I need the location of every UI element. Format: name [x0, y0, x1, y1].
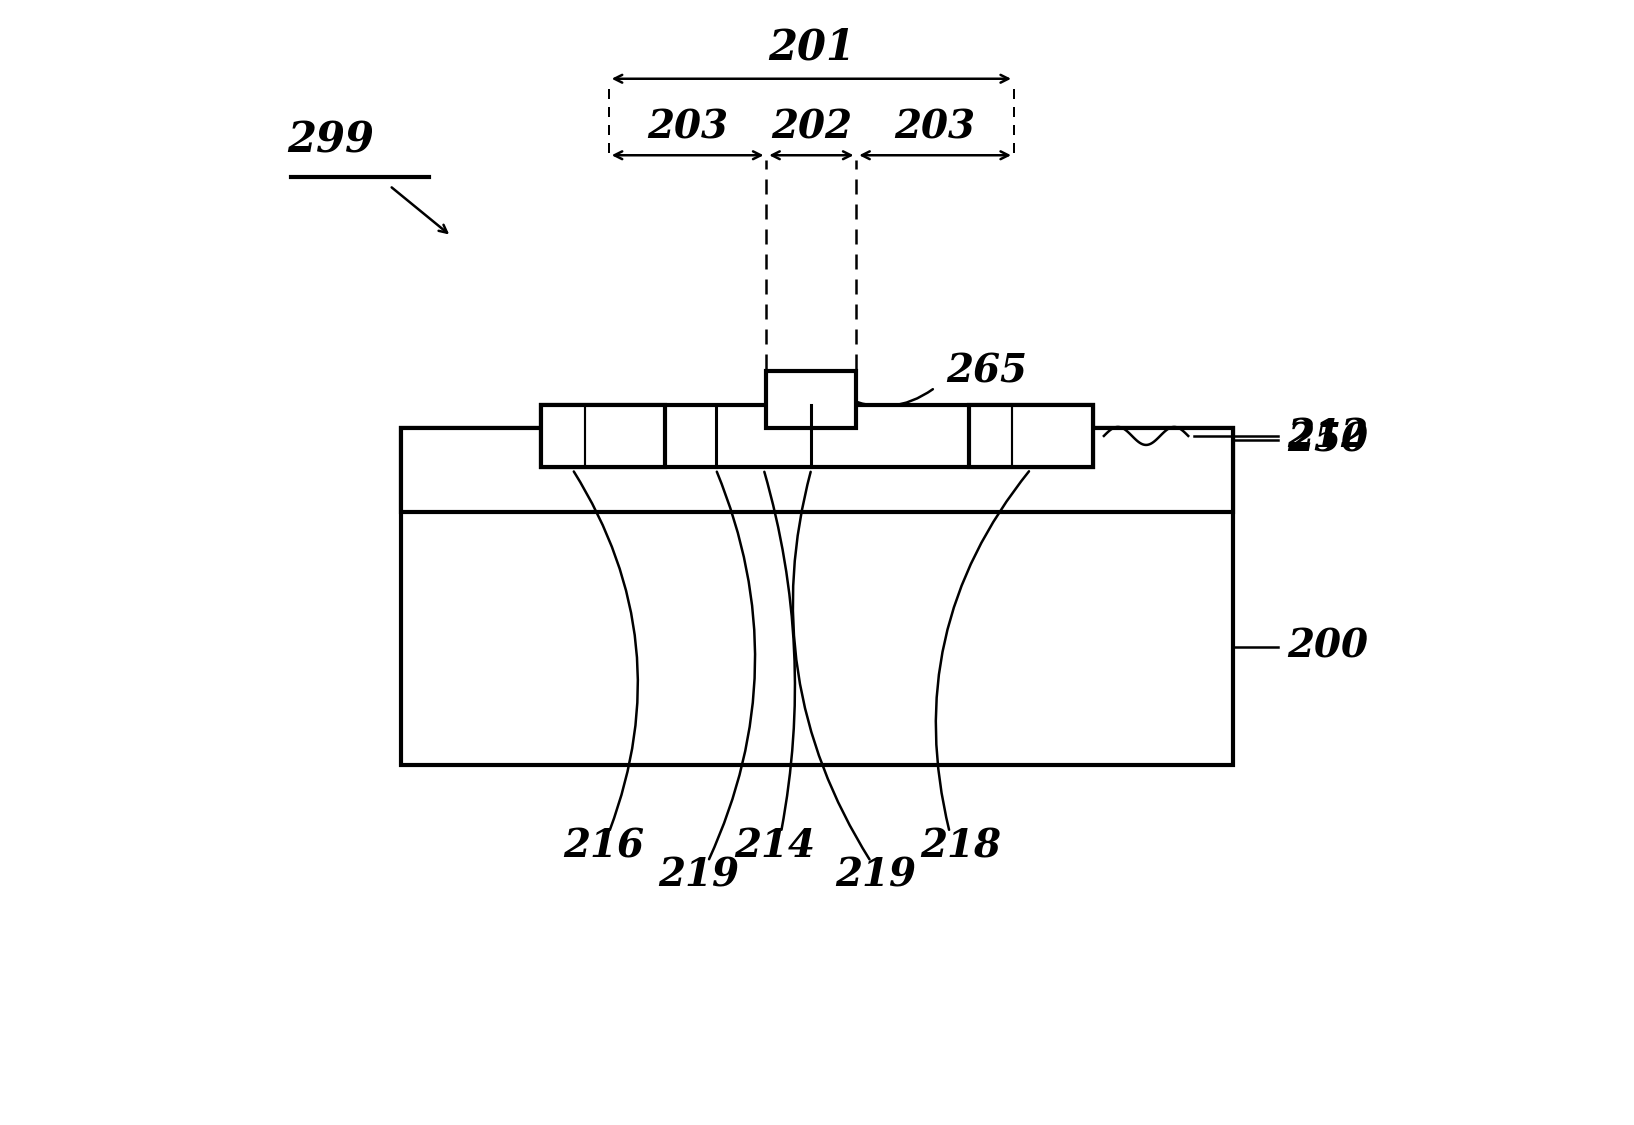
- Text: 214: 214: [734, 827, 815, 865]
- Text: 212: 212: [1288, 417, 1368, 455]
- Text: 250: 250: [1288, 421, 1368, 459]
- Bar: [541, 405, 665, 467]
- Text: 203: 203: [895, 108, 975, 146]
- Bar: [400, 428, 1234, 512]
- Bar: [400, 428, 1234, 765]
- Text: 218: 218: [920, 827, 1002, 865]
- Text: 203: 203: [647, 108, 729, 146]
- Text: 216: 216: [562, 827, 644, 865]
- Text: 265: 265: [946, 353, 1028, 390]
- Bar: [766, 371, 856, 428]
- Text: 219: 219: [835, 856, 917, 894]
- Text: 201: 201: [768, 26, 855, 69]
- Text: 299: 299: [288, 119, 374, 162]
- Bar: [969, 405, 1093, 467]
- Text: 219: 219: [659, 856, 739, 894]
- Text: 200: 200: [1288, 628, 1368, 666]
- Bar: [541, 405, 1093, 467]
- Text: 202: 202: [771, 108, 851, 146]
